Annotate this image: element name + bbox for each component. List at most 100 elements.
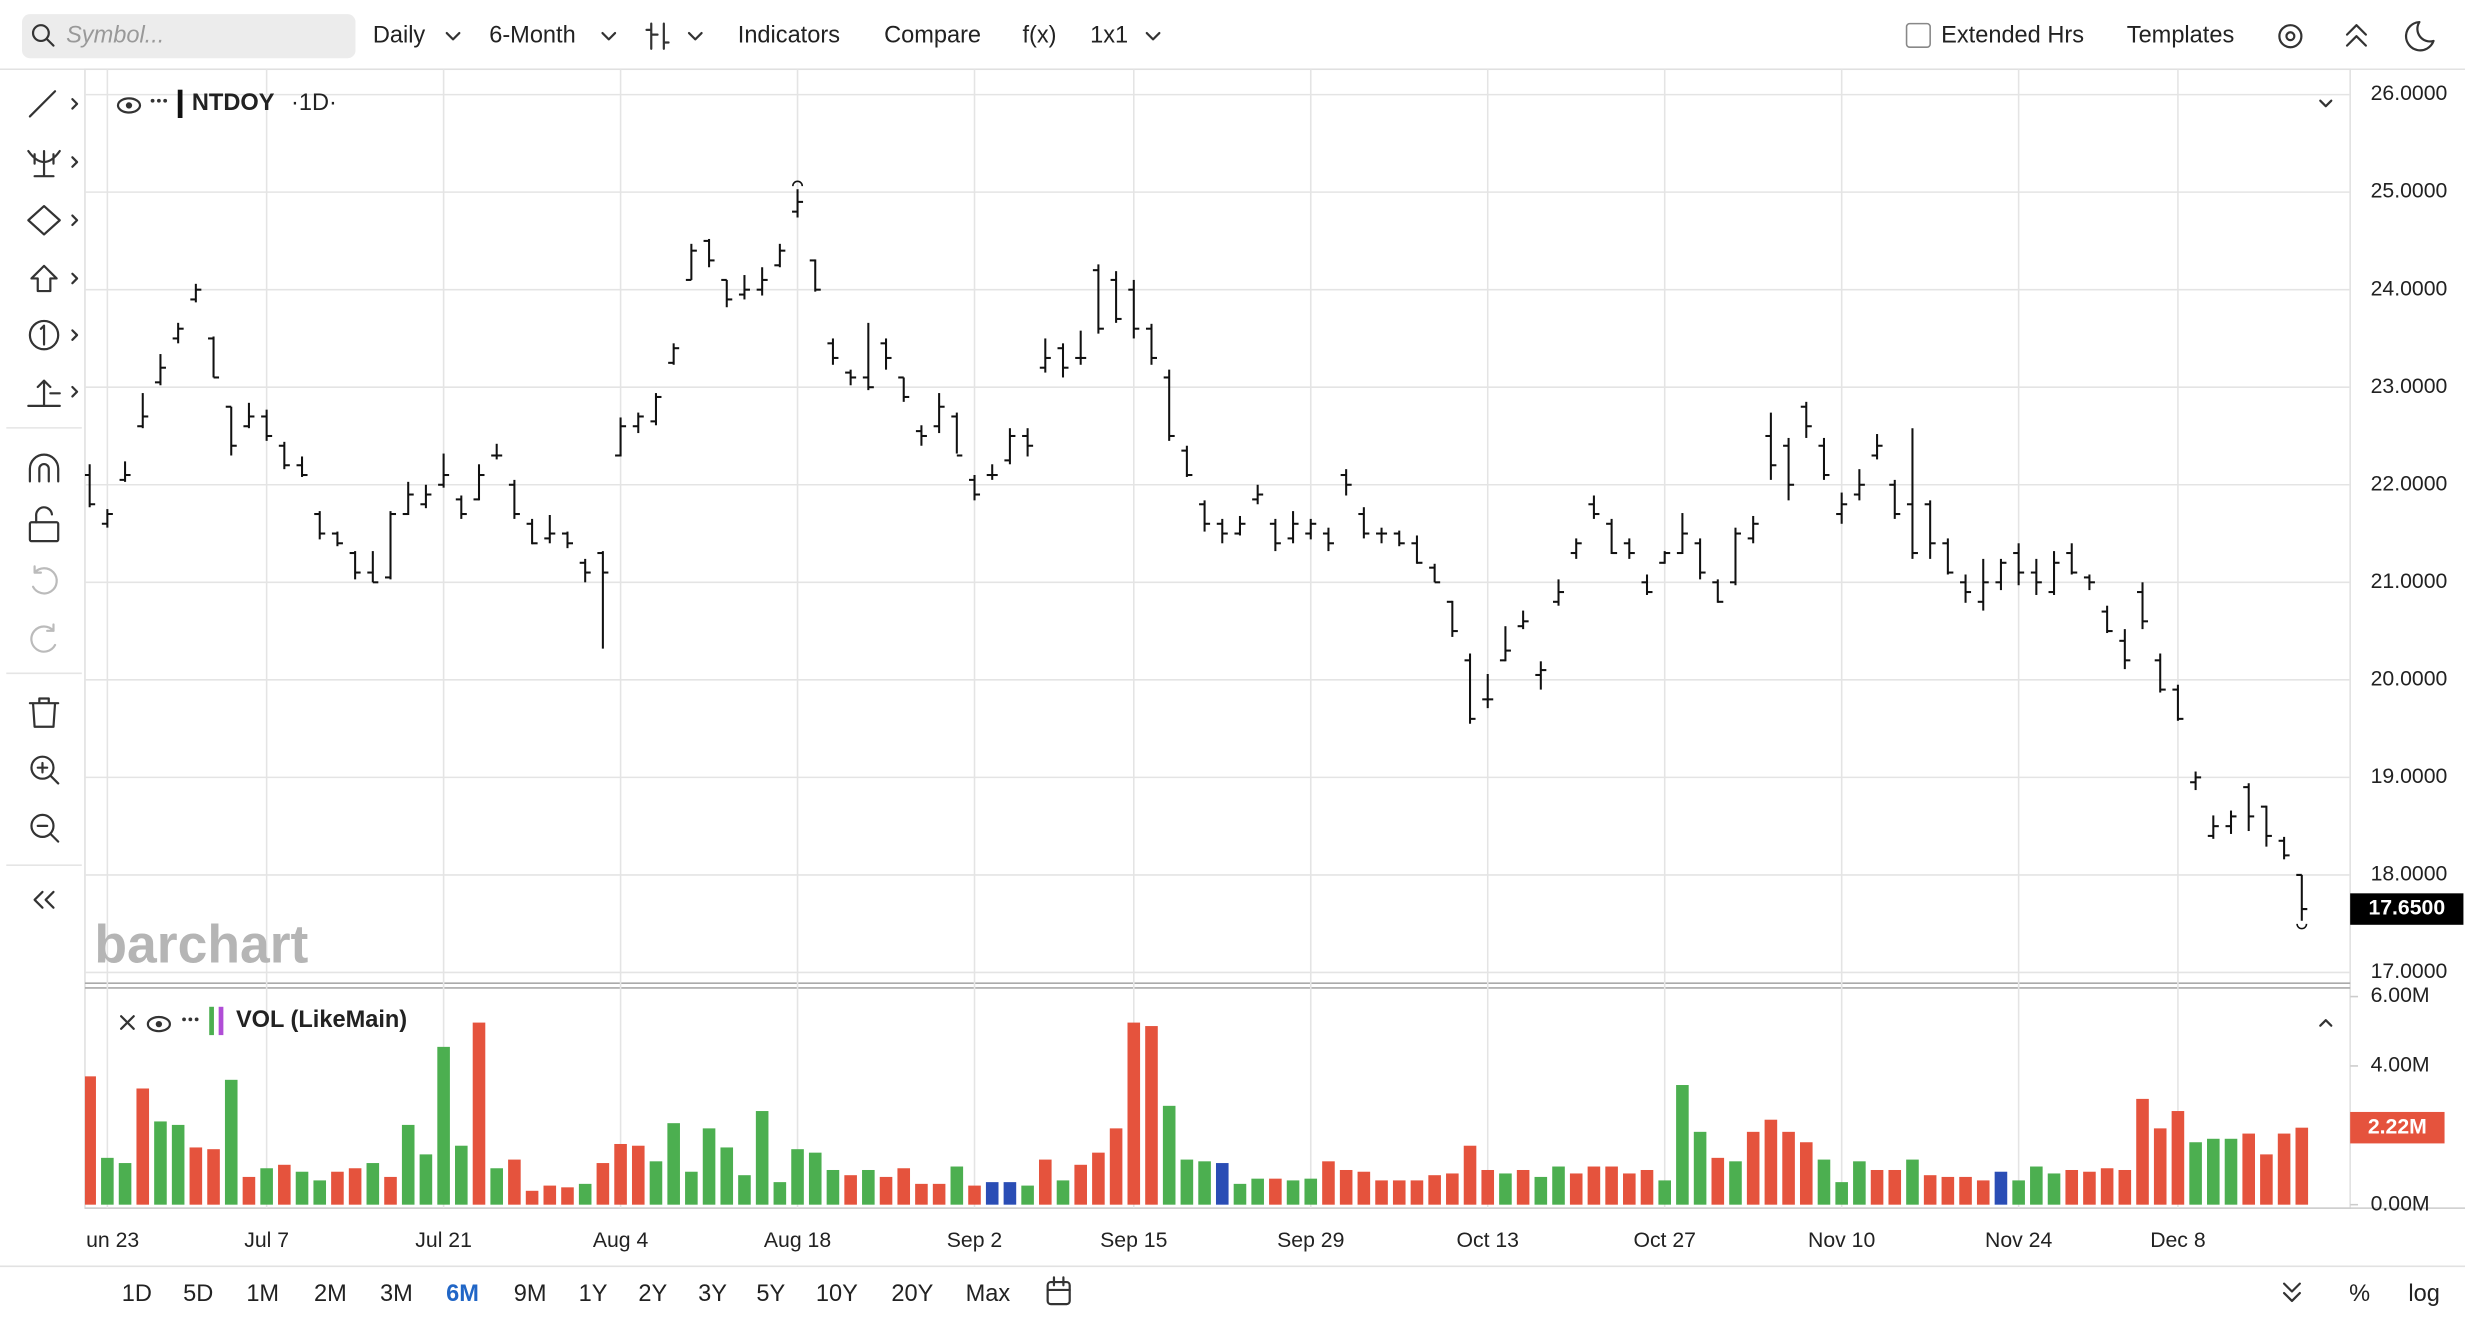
settings-icon xyxy=(2285,31,2296,42)
x-tick-label: Oct 13 xyxy=(1456,1229,1519,1252)
volume-bar xyxy=(1658,1180,1671,1205)
collapse-tools-button[interactable] xyxy=(33,890,55,909)
menu-icon xyxy=(188,1017,193,1022)
range-button[interactable]: 1M xyxy=(246,1280,279,1306)
range-button[interactable]: 2M xyxy=(314,1280,347,1306)
templates-button[interactable]: Templates xyxy=(2127,21,2234,47)
volume-bar xyxy=(578,1183,592,1205)
range-button[interactable]: Max xyxy=(966,1280,1011,1306)
range-button[interactable]: 2Y xyxy=(638,1280,667,1306)
pane-menu[interactable] xyxy=(2319,99,2333,108)
fib-tool[interactable] xyxy=(27,149,61,178)
compare-button[interactable]: Compare xyxy=(884,21,981,47)
chevron xyxy=(71,272,79,285)
range-button[interactable]: 6M xyxy=(446,1280,479,1306)
volume-bar xyxy=(1994,1171,2008,1205)
menu-icon[interactable] xyxy=(150,98,155,103)
price-legend: NTDOY ·1D· xyxy=(116,89,2333,119)
range-button[interactable]: 3Y xyxy=(698,1280,727,1306)
lock-tool[interactable] xyxy=(28,521,60,543)
volume-bar xyxy=(879,1176,893,1205)
volume-bar xyxy=(1410,1180,1424,1205)
series-swatch xyxy=(209,1006,214,1036)
volume-bar xyxy=(1357,1171,1371,1205)
log-button[interactable]: log xyxy=(2408,1280,2439,1306)
indicators-button[interactable]: Indicators xyxy=(738,21,840,47)
interval-menu[interactable]: Daily xyxy=(373,21,426,47)
volume-bar xyxy=(1906,1159,1919,1205)
volume-bar xyxy=(1286,1180,1300,1205)
volume-bar xyxy=(472,1022,486,1205)
volume-bar xyxy=(207,1149,220,1205)
undo-button[interactable] xyxy=(31,565,58,595)
volume-bar xyxy=(1676,1085,1689,1205)
series-swatch xyxy=(177,89,183,119)
series-swatch xyxy=(218,1006,224,1036)
volume-bar xyxy=(1746,1131,1760,1205)
annotation-tool[interactable] xyxy=(28,319,60,351)
volume-bar xyxy=(419,1154,433,1205)
theme-icon[interactable] xyxy=(2404,20,2435,52)
range-button[interactable]: 3M xyxy=(380,1280,413,1306)
volume-bar xyxy=(2065,1169,2079,1205)
range-button[interactable]: 5D xyxy=(183,1280,213,1306)
range-button[interactable]: 10Y xyxy=(816,1280,858,1306)
collapse-icon[interactable] xyxy=(2345,24,2367,47)
range-button[interactable]: 5Y xyxy=(756,1280,785,1306)
volume-bar xyxy=(260,1168,273,1205)
zoom-in-button[interactable] xyxy=(30,755,55,780)
chart-type-icon[interactable] xyxy=(645,22,670,50)
range-button[interactable]: 1Y xyxy=(579,1280,608,1306)
shape-tool[interactable] xyxy=(27,204,61,236)
calendar-button[interactable] xyxy=(1046,1280,1071,1306)
volume-bar xyxy=(1446,1173,1459,1205)
pane-menu[interactable] xyxy=(2319,1019,2333,1027)
volume-bar xyxy=(1162,1105,1176,1205)
volume-bar xyxy=(295,1171,309,1205)
volume-bar xyxy=(2047,1173,2061,1205)
x-tick-label: Dec 8 xyxy=(2150,1229,2205,1252)
layout-menu[interactable]: 1x1 xyxy=(1090,21,1128,47)
visibility-icon[interactable] xyxy=(146,1015,171,1033)
volume-bar xyxy=(242,1176,256,1205)
visibility-icon[interactable] xyxy=(116,97,142,114)
volume-bar xyxy=(1499,1173,1512,1205)
settings-icon[interactable] xyxy=(2278,24,2303,49)
volume-bar xyxy=(1799,1142,1813,1205)
y-tick-label: 21.0000 xyxy=(2371,570,2448,593)
chevron xyxy=(445,31,461,41)
zoom-out-button[interactable] xyxy=(30,813,55,838)
delete-button[interactable] xyxy=(28,697,60,728)
range-button[interactable]: 20Y xyxy=(891,1280,933,1306)
percent-button[interactable]: % xyxy=(2349,1280,2370,1306)
redo-button[interactable] xyxy=(30,623,57,653)
volume-bar xyxy=(862,1169,875,1205)
extended-hours-checkbox[interactable] xyxy=(1905,22,1931,49)
measure-tool[interactable] xyxy=(27,379,61,407)
volume-bar xyxy=(561,1187,574,1205)
plot-frame xyxy=(84,68,2351,1209)
volume-bar xyxy=(649,1161,663,1205)
fx-button[interactable]: f(x) xyxy=(1022,21,1056,47)
y-tick-label: 20.0000 xyxy=(2371,667,2448,690)
arrow-tool[interactable] xyxy=(30,264,58,293)
y-tick-label: 6.00M xyxy=(2371,984,2430,1007)
volume-bar xyxy=(1269,1178,1282,1205)
close-icon[interactable] xyxy=(120,1015,135,1030)
expand-button[interactable] xyxy=(2282,1282,2301,1303)
line-tool[interactable] xyxy=(28,90,57,118)
volume-bar xyxy=(84,1076,96,1205)
volume-bar xyxy=(1817,1159,1831,1205)
marks: Jun 23 Jul 7 Jul 21 Aug 4 Aug 18 Sep 2 Sep 15 S… xyxy=(84,180,2309,1252)
period-menu[interactable]: 6-Month xyxy=(489,21,575,47)
range-button[interactable]: 9M xyxy=(514,1280,547,1306)
volume-bar xyxy=(2136,1098,2149,1205)
menu-icon[interactable] xyxy=(182,1017,186,1022)
x-tick-label: Jul 7 xyxy=(244,1229,289,1252)
range-button[interactable]: 1D xyxy=(122,1280,152,1306)
search-box[interactable] xyxy=(22,14,356,59)
volume-bar xyxy=(1782,1131,1795,1205)
magnet-tool[interactable] xyxy=(28,453,60,483)
volume-bar xyxy=(154,1121,167,1205)
volume-bar xyxy=(1074,1164,1087,1205)
